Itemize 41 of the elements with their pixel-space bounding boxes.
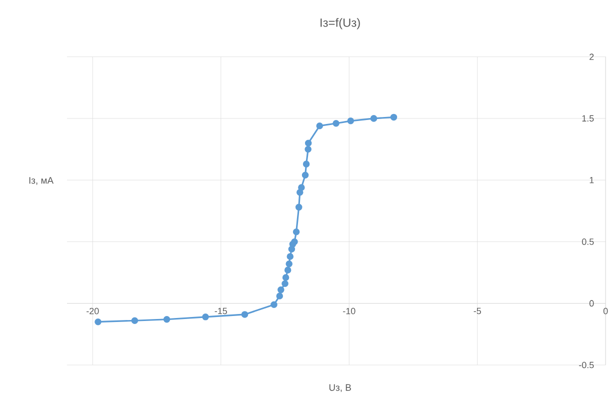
point [270, 301, 278, 308]
point [296, 189, 304, 196]
y-tick-label: 0 [589, 300, 594, 307]
x-axis-title: Uз, В [329, 384, 351, 392]
point [291, 238, 298, 246]
point [163, 316, 170, 323]
x-tick-label: -15 [214, 308, 227, 314]
point [302, 160, 310, 168]
x-tick-label: -5 [474, 308, 481, 314]
point [241, 311, 248, 318]
point [292, 228, 300, 236]
point [302, 172, 309, 179]
x-tick-label: -10 [343, 308, 356, 314]
y-tick-label: 1.5 [582, 115, 594, 122]
point [202, 314, 209, 320]
x-tick-label: -20 [86, 308, 99, 314]
point [304, 146, 312, 153]
point [286, 253, 294, 260]
point [390, 114, 398, 121]
point [286, 260, 293, 268]
point [304, 140, 312, 146]
point [295, 204, 302, 211]
y-tick-label: 1 [590, 176, 594, 184]
point [282, 274, 290, 281]
point [276, 292, 284, 300]
point [298, 184, 305, 191]
point [332, 120, 340, 127]
point [316, 122, 324, 130]
y-tick-label: 0.5 [582, 238, 594, 245]
x-tick-label: 0 [603, 308, 608, 314]
point [347, 118, 354, 124]
point [278, 286, 284, 294]
point [284, 266, 292, 274]
y-tick-label: -0.5 [579, 362, 594, 368]
point [282, 280, 288, 288]
point [370, 115, 378, 122]
point [131, 317, 138, 324]
y-tick-label: 2 [590, 54, 594, 60]
chart-title: Iз=f(Uз) [320, 18, 360, 30]
point [94, 318, 102, 326]
y-axis-title: Iз, мА [29, 177, 54, 185]
